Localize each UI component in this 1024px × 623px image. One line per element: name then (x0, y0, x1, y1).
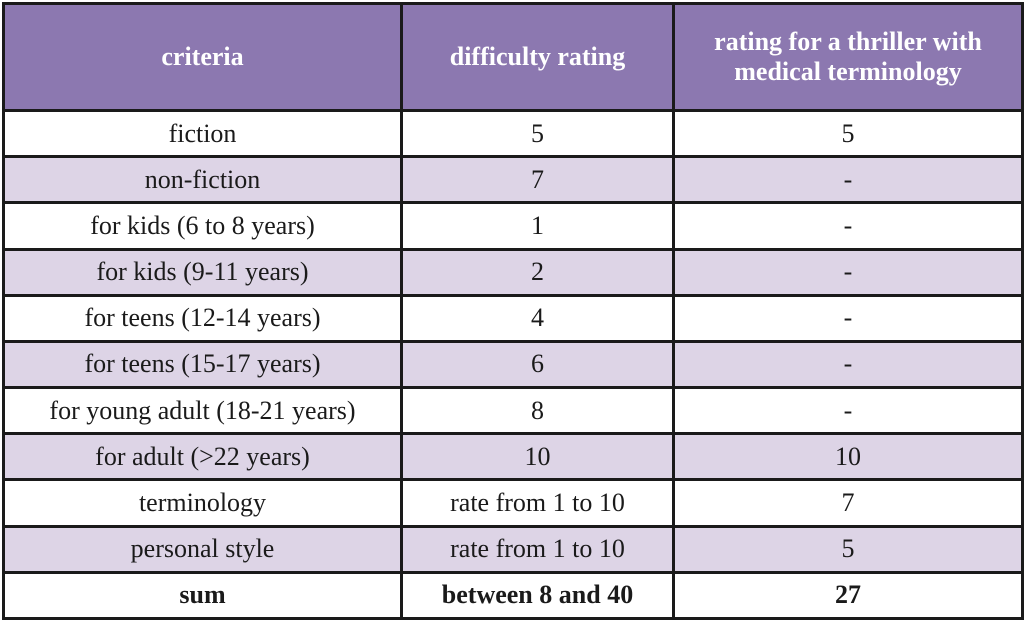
cell-thriller: - (672, 201, 1024, 251)
table-row: for teens (12-14 years) 4 - (2, 293, 1024, 343)
cell-thriller: 7 (672, 478, 1024, 528)
header-difficulty-rating: difficulty rating (400, 2, 675, 112)
cell-thriller: - (672, 293, 1024, 343)
table-row: for teens (15-17 years) 6 - (2, 339, 1024, 390)
cell-difficulty: 6 (400, 339, 675, 390)
cell-criteria: fiction (2, 108, 403, 159)
cell-difficulty: 5 (400, 108, 675, 159)
cell-thriller: 5 (672, 524, 1024, 574)
sum-label: sum (2, 570, 403, 621)
header-criteria: criteria (2, 2, 403, 112)
table-row: for adult (>22 years) 10 10 (2, 432, 1024, 482)
cell-criteria: for kids (6 to 8 years) (2, 201, 403, 251)
cell-difficulty: 2 (400, 247, 675, 297)
cell-thriller: - (672, 155, 1024, 205)
cell-criteria: for kids (9-11 years) (2, 247, 403, 297)
cell-thriller: - (672, 247, 1024, 297)
cell-criteria: terminology (2, 478, 403, 528)
cell-thriller: - (672, 386, 1024, 436)
cell-difficulty: 7 (400, 155, 675, 205)
cell-difficulty: 4 (400, 293, 675, 343)
cell-criteria: for teens (15-17 years) (2, 339, 403, 390)
header-thriller-rating: rating for a thriller with medical termi… (672, 2, 1024, 112)
cell-difficulty: rate from 1 to 10 (400, 478, 675, 528)
header-row: criteria difficulty rating rating for a … (2, 2, 1024, 112)
table-row: personal style rate from 1 to 10 5 (2, 524, 1024, 574)
sum-difficulty-range: between 8 and 40 (400, 570, 675, 621)
table-row: for kids (9-11 years) 2 - (2, 247, 1024, 297)
table-row: for kids (6 to 8 years) 1 - (2, 201, 1024, 251)
table-body: fiction 5 5 non-fiction 7 - for kids (6 … (2, 108, 1024, 621)
cell-difficulty: 8 (400, 386, 675, 436)
sum-row: sum between 8 and 40 27 (2, 570, 1024, 621)
table-header: criteria difficulty rating rating for a … (2, 2, 1024, 112)
cell-thriller: 10 (672, 432, 1024, 482)
table-row: for young adult (18-21 years) 8 - (2, 386, 1024, 436)
cell-criteria: personal style (2, 524, 403, 574)
sum-thriller-total: 27 (672, 570, 1024, 621)
cell-criteria: for adult (>22 years) (2, 432, 403, 482)
cell-criteria: non-fiction (2, 155, 403, 205)
table-row: non-fiction 7 - (2, 155, 1024, 205)
cell-thriller: 5 (672, 108, 1024, 159)
table-row: fiction 5 5 (2, 108, 1024, 159)
table-row: terminology rate from 1 to 10 7 (2, 478, 1024, 528)
cell-difficulty: 1 (400, 201, 675, 251)
cell-difficulty: 10 (400, 432, 675, 482)
cell-criteria: for teens (12-14 years) (2, 293, 403, 343)
cell-thriller: - (672, 339, 1024, 390)
cell-difficulty: rate from 1 to 10 (400, 524, 675, 574)
cell-criteria: for young adult (18-21 years) (2, 386, 403, 436)
